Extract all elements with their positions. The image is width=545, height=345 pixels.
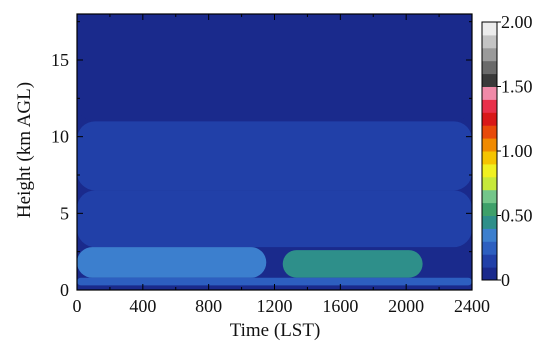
colorbar-segment (482, 202, 497, 216)
colorbar-segment (482, 47, 497, 62)
colorbar-segment (482, 228, 497, 242)
x-axis-title: Time (LST) (230, 320, 321, 341)
heatmap-layer (77, 121, 472, 191)
x-tick-label: 0 (73, 296, 82, 316)
colorbar-segment (482, 60, 497, 75)
colorbar: 0 0.50 1.00 1.50 2.00 (481, 12, 533, 290)
colorbar-segment (482, 138, 497, 152)
colorbar-segment (482, 99, 497, 113)
colorbar-segment (482, 34, 497, 49)
heatmap-layer (77, 190, 472, 248)
heatmap-layer (77, 247, 267, 278)
heatmap-layer (77, 14, 472, 122)
colorbar-tick-label: 0.50 (501, 206, 533, 226)
y-tick-label: 5 (60, 203, 69, 223)
colorbar-segment (482, 215, 497, 229)
colorbar-segment (482, 241, 497, 255)
colorbar-segment (482, 254, 497, 268)
colorbar-segment (482, 73, 497, 87)
colorbar-segment (482, 86, 497, 100)
y-axis-title: Height (km AGL) (14, 82, 35, 218)
x-tick-label: 1200 (257, 296, 293, 316)
colorbar-tick-label: 2.00 (501, 12, 533, 32)
heatmap-layer (77, 277, 472, 286)
y-tick-label: 15 (51, 50, 69, 70)
colorbar-tick-label: 1.50 (501, 77, 533, 97)
x-tick-label: 400 (129, 296, 156, 316)
x-tick-label: 2000 (388, 296, 424, 316)
x-tick-label: 2400 (454, 296, 490, 316)
y-tick-label: 0 (60, 280, 69, 300)
heatmap-layer (282, 250, 423, 278)
colorbar-segment (482, 176, 497, 191)
colorbar-tick-label: 1.00 (501, 141, 533, 161)
y-tick-label: 10 (51, 127, 69, 147)
x-tick-label: 800 (195, 296, 222, 316)
colorbar-segment (482, 22, 497, 36)
colorbar-tick-label: 0 (501, 270, 510, 290)
axes: 0 400 800 1200 1600 2000 2400 0 5 10 15 (51, 13, 490, 316)
plot-area (77, 14, 472, 290)
colorbar-segment (482, 189, 497, 204)
x-tick-label: 1600 (322, 296, 358, 316)
colorbar-segment (482, 151, 497, 165)
colorbar-segment (482, 125, 497, 139)
colorbar-segment (482, 163, 497, 178)
colorbar-segment (482, 267, 497, 281)
colorbar-segment (482, 112, 497, 126)
